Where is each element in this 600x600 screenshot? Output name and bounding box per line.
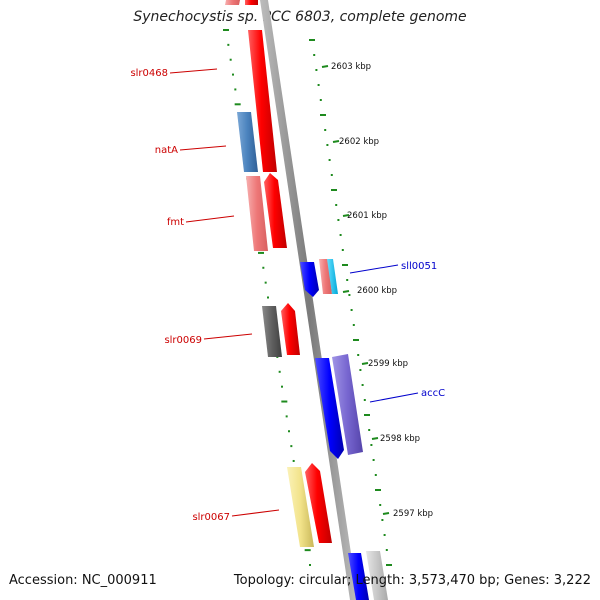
gene-bottom-gray[interactable] bbox=[366, 551, 388, 600]
accession-text: Accession: NC_000911 bbox=[9, 573, 157, 588]
label-fmt-text: fmt bbox=[167, 217, 184, 228]
kbp-label: 2597 kbp bbox=[393, 509, 433, 519]
genome-backbone bbox=[260, 0, 358, 600]
gene-fmt-right[interactable] bbox=[264, 173, 287, 248]
label-natA-text: natA bbox=[155, 145, 178, 156]
label-slr0067-text: slr0067 bbox=[192, 512, 230, 523]
kbp-label: 2601 kbp bbox=[347, 211, 387, 221]
label-slr0067[interactable]: slr0067 bbox=[192, 509, 280, 523]
gene-slr0067-right[interactable] bbox=[305, 463, 332, 543]
label-slr0468[interactable]: slr0468 bbox=[130, 68, 218, 79]
gene-sll0051-blue[interactable] bbox=[300, 262, 319, 297]
kbp-label: 2598 kbp bbox=[380, 434, 420, 444]
gene-accC-purple[interactable] bbox=[332, 354, 363, 455]
genome-title: Synechocystis sp. PCC 6803, complete gen… bbox=[133, 9, 467, 25]
label-slr0069[interactable]: slr0069 bbox=[164, 333, 253, 346]
gene-block-top-red bbox=[245, 0, 258, 5]
kbp-label: 2602 kbp bbox=[339, 137, 379, 147]
label-accC[interactable]: accC bbox=[369, 388, 445, 403]
gene-block-top-pink bbox=[225, 0, 240, 5]
label-sll0051-text: sll0051 bbox=[401, 261, 437, 272]
topology-text: Topology: circular; Length: 3,573,470 bp… bbox=[233, 573, 591, 588]
gene-bottom-blue[interactable] bbox=[348, 553, 369, 600]
gene-slr0468[interactable] bbox=[248, 30, 277, 172]
gene-sll0051-cyan[interactable] bbox=[327, 259, 338, 294]
label-natA[interactable]: natA bbox=[155, 145, 227, 156]
gene-slr0069-right[interactable] bbox=[281, 303, 300, 355]
label-fmt[interactable]: fmt bbox=[167, 215, 235, 228]
gene-fmt-left[interactable] bbox=[246, 176, 268, 251]
label-slr0069-text: slr0069 bbox=[164, 335, 202, 346]
gene-slr0067-left[interactable] bbox=[287, 467, 314, 547]
kbp-label: 2600 kbp bbox=[357, 286, 397, 296]
gene-natA[interactable] bbox=[237, 112, 258, 172]
gene-slr0069-left[interactable] bbox=[262, 306, 282, 357]
label-slr0468-text: slr0468 bbox=[130, 68, 168, 79]
right-tick-track bbox=[309, 39, 392, 566]
kbp-label: 2599 kbp bbox=[368, 359, 408, 369]
gene-accC-blue[interactable] bbox=[315, 358, 344, 459]
kbp-scale: 2603 kbp 2602 kbp 2601 kbp 2600 kbp 2599… bbox=[321, 62, 433, 519]
kbp-label: 2603 kbp bbox=[331, 62, 371, 72]
label-accC-text: accC bbox=[421, 388, 445, 399]
label-sll0051[interactable]: sll0051 bbox=[349, 261, 437, 274]
